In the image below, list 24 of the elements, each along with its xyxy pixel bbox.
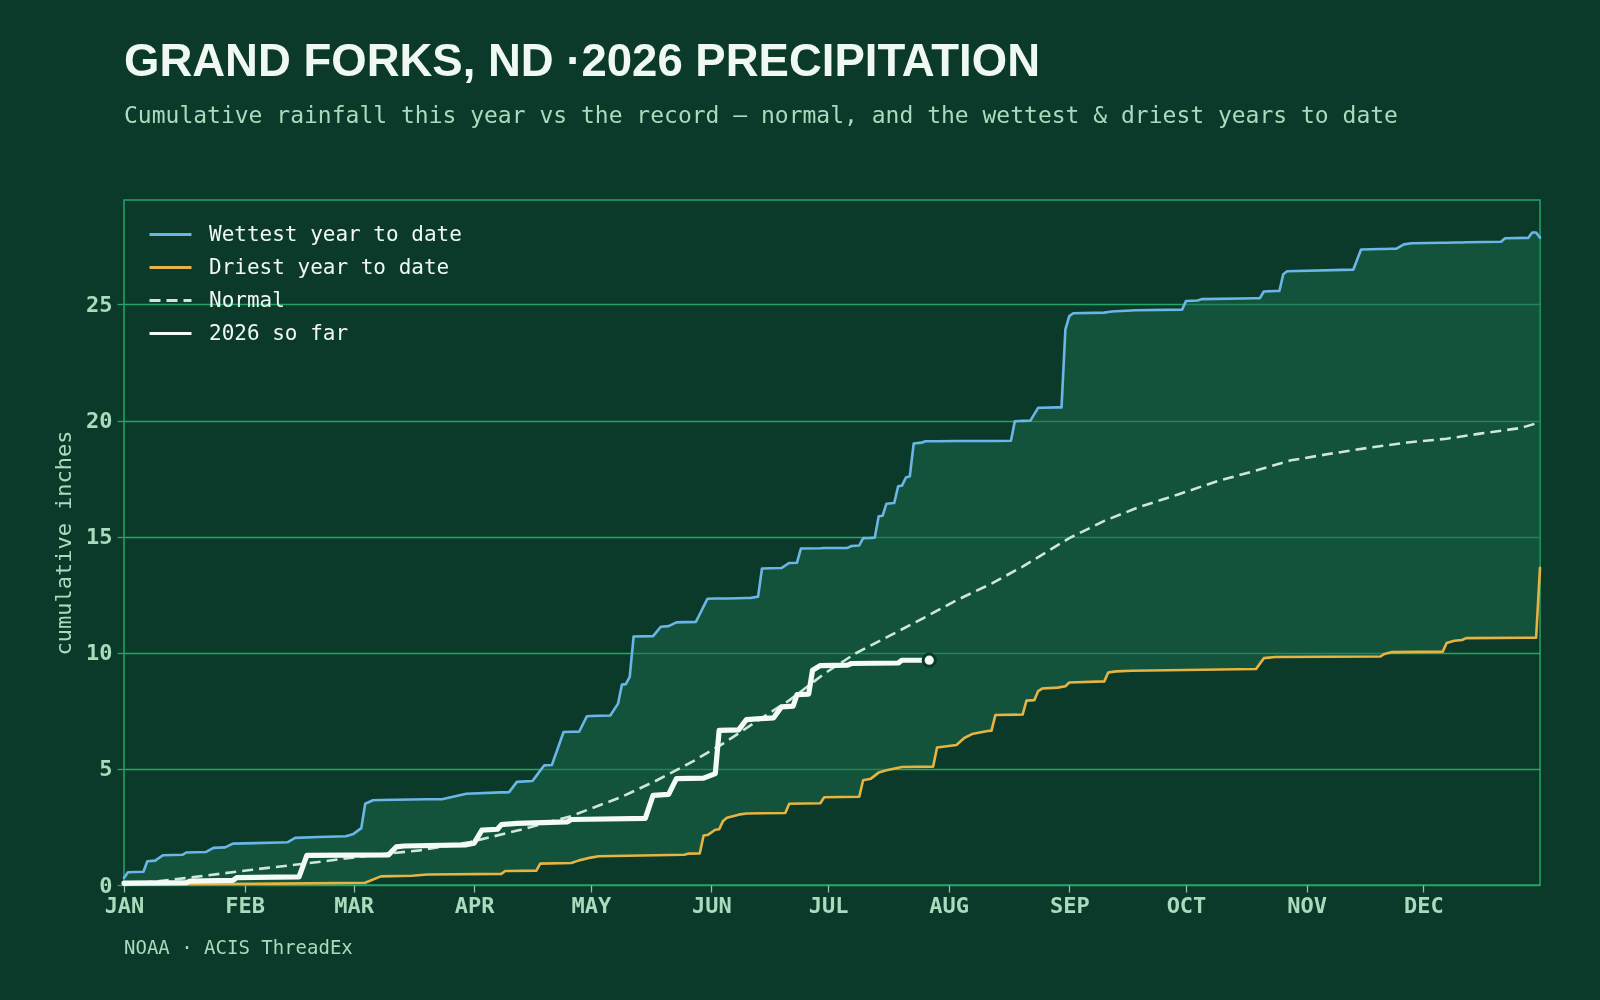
x-tick-label: SEP: [1049, 892, 1090, 918]
y-tick-label: 10: [86, 640, 113, 666]
legend-label: 2026 so far: [209, 320, 349, 345]
legend-label: Driest year to date: [209, 254, 450, 279]
legend-label: Wettest year to date: [209, 221, 462, 246]
x-tick-label: DEC: [1403, 892, 1444, 918]
x-tick-label: MAR: [334, 892, 375, 918]
x-tick-label: FEB: [225, 892, 265, 918]
chart-title: GRAND FORKS, ND ·2026 PRECIPITATION: [124, 34, 1040, 86]
x-tick-label: JUN: [692, 892, 732, 918]
y-tick-label: 15: [86, 524, 113, 550]
y-tick-label: 20: [86, 408, 113, 434]
text: NOAA · ACIS ThreadEx: [124, 936, 353, 958]
y-tick-label: 25: [86, 291, 113, 317]
x-tick-label: OCT: [1166, 892, 1207, 918]
x-tick-label: AUG: [929, 892, 970, 918]
y-axis-title: cumulative inches: [51, 430, 77, 656]
legend-label: Normal: [209, 287, 285, 312]
x-tick-label: NOV: [1287, 892, 1327, 918]
x-tick-label: MAY: [571, 892, 612, 918]
x-tick-label: APR: [454, 892, 496, 918]
x-tick-label: JUL: [808, 892, 849, 918]
y-tick-label: 5: [99, 756, 113, 782]
chart-subtitle: Cumulative rainfall this year vs the record — normal, and the wettest & driest years to date: [124, 102, 1398, 128]
